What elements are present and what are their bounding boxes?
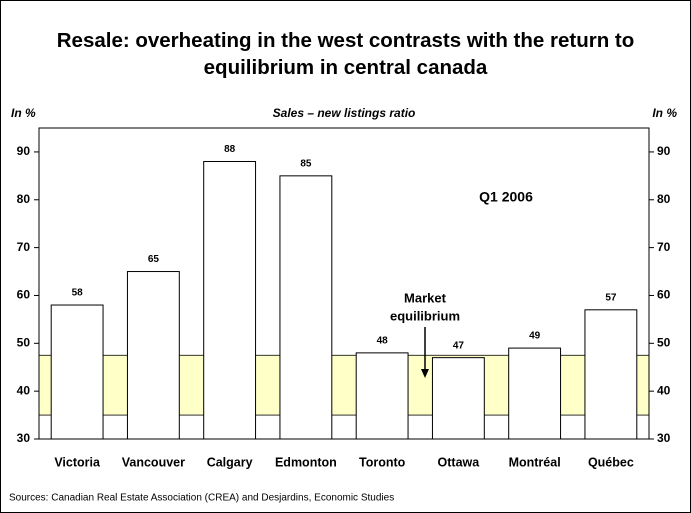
y-tick-label: 40: [17, 383, 31, 397]
x-tick-label: Québec: [588, 455, 634, 469]
data-label: 47: [453, 340, 465, 351]
bar: [508, 347, 562, 440]
y-axis-label: In %: [11, 106, 36, 120]
y-tick-label: 70: [17, 240, 31, 254]
bar: [279, 175, 333, 440]
y2-tick-label: 60: [657, 288, 671, 302]
bar: [431, 357, 485, 440]
data-label: 85: [300, 158, 312, 169]
x-tick-label: Victoria: [54, 455, 101, 469]
y2-tick-label: 40: [657, 383, 671, 397]
y-tick-label: 60: [17, 288, 31, 302]
source-note: Sources: Canadian Real Estate Associatio…: [9, 493, 394, 504]
x-tick-label: Montréal: [509, 455, 561, 469]
annotation: equilibrium: [390, 308, 460, 323]
bar: [355, 352, 409, 440]
x-tick-label: Edmonton: [275, 455, 337, 469]
y-tick-label: 80: [17, 192, 31, 206]
data-label: 49: [529, 331, 541, 342]
y-tick-label: 30: [17, 431, 31, 445]
data-label: 65: [148, 254, 160, 265]
x-tick-label: Ottawa: [438, 455, 481, 469]
y-tick-label: 90: [17, 144, 31, 158]
bar: [203, 160, 257, 440]
annotation: Market: [404, 290, 447, 305]
data-label: 88: [224, 144, 236, 155]
y2-tick-label: 80: [657, 192, 671, 206]
x-tick-label: Toronto: [359, 455, 406, 469]
chart-title: Resale: overheating in the west contrast…: [56, 29, 635, 79]
bar: [584, 309, 638, 440]
y2-tick-label: 50: [657, 335, 671, 349]
x-tick-label: Calgary: [207, 455, 253, 469]
y2-axis-label: In %: [652, 106, 677, 120]
bar: [126, 271, 180, 440]
y-tick-label: 50: [17, 335, 31, 349]
data-label: 58: [72, 288, 84, 299]
annotation: Q1 2006: [479, 189, 533, 205]
y2-tick-label: 30: [657, 431, 671, 445]
plot-frame: [38, 127, 650, 440]
data-label: 57: [605, 292, 617, 303]
subtitle: Sales – new listings ratio: [273, 106, 416, 120]
bar: [50, 304, 104, 440]
x-tick-label: Vancouver: [122, 455, 185, 469]
data-label: 48: [377, 336, 389, 347]
y2-tick-label: 70: [657, 240, 671, 254]
annotation-arrowhead: [421, 369, 429, 378]
y2-tick-label: 90: [657, 144, 671, 158]
